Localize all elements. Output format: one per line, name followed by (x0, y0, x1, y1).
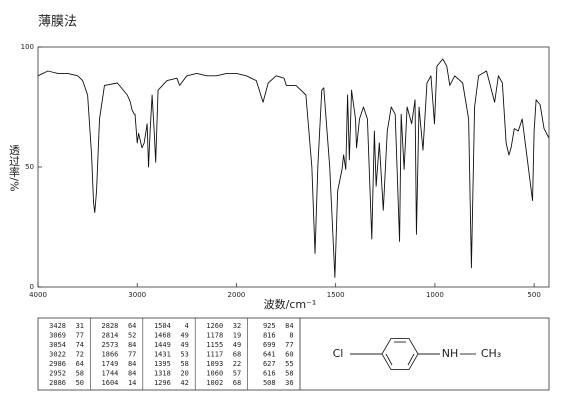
y-tick-label: 100 (21, 43, 34, 51)
wavenumber-cell: 1260 (206, 322, 223, 330)
wavenumber-cell: 1504 (154, 322, 171, 330)
transmittance-cell: 60 (285, 351, 293, 359)
y-axis-label: 透过率/% (8, 144, 21, 191)
wavenumber-cell: 1468 (154, 332, 171, 340)
transmittance-cell: 8 (289, 332, 293, 340)
transmittance-cell: 31 (76, 322, 84, 330)
wavenumber-cell: 816 (263, 332, 276, 340)
wavenumber-cell: 2952 (49, 370, 66, 378)
wavenumber-cell: 3069 (49, 332, 66, 340)
transmittance-cell: 20 (180, 370, 188, 378)
transmittance-cell: 77 (128, 351, 136, 359)
transmittance-cell: 68 (233, 379, 241, 387)
transmittance-cell: 22 (233, 360, 241, 368)
transmittance-cell: 49 (180, 341, 188, 349)
wavenumber-cell: 3428 (49, 322, 66, 330)
wavenumber-cell: 508 (263, 379, 276, 387)
atom-label: CH₃ (481, 347, 501, 360)
transmittance-cell: 77 (76, 332, 84, 340)
wavenumber-cell: 1744 (102, 370, 119, 378)
structure-drawing (350, 337, 476, 371)
wavenumber-cell: 1431 (154, 351, 171, 359)
table-frame (37, 317, 550, 391)
transmittance-cell: 36 (285, 379, 293, 387)
wavenumber-cell: 1449 (154, 341, 171, 349)
wavenumber-cell: 1318 (154, 370, 171, 378)
transmittance-cell: 32 (233, 322, 241, 330)
transmittance-cell: 58 (180, 360, 188, 368)
ring-bond (385, 353, 393, 366)
wavenumber-cell: 627 (263, 360, 276, 368)
transmittance-cell: 49 (180, 332, 188, 340)
y-tick-label: 50 (25, 163, 34, 171)
transmittance-cell: 74 (76, 341, 84, 349)
x-tick-label: 4000 (29, 291, 47, 299)
transmittance-cell: 58 (76, 370, 84, 378)
ring-bond (407, 353, 415, 366)
atom-label: NH (442, 347, 459, 360)
transmittance-cell: 84 (128, 360, 136, 368)
wavenumber-cell: 1117 (206, 351, 223, 359)
wavenumber-cell: 2828 (102, 322, 119, 330)
transmittance-cell: 72 (76, 351, 84, 359)
plot-frame (37, 46, 550, 288)
x-tick-label: 1000 (426, 291, 444, 299)
transmittance-cell: 84 (128, 370, 136, 378)
wavenumber-cell: 3054 (49, 341, 66, 349)
transmittance-cell: 64 (76, 360, 84, 368)
wavenumber-cell: 641 (263, 351, 276, 359)
chart-title: 薄膜法 (38, 15, 77, 30)
transmittance-cell: 77 (285, 341, 293, 349)
wavenumber-cell: 1060 (206, 370, 223, 378)
spectrum-line (37, 58, 550, 278)
wavenumber-cell: 1155 (206, 341, 223, 349)
wavenumber-cell: 925 (263, 322, 276, 330)
wavenumber-cell: 1002 (206, 379, 223, 387)
transmittance-cell: 14 (128, 379, 136, 387)
x-tick-label: 3000 (128, 291, 146, 299)
y-tick-label: 0 (30, 283, 34, 291)
transmittance-cell: 64 (128, 322, 136, 330)
transmittance-cell: 84 (128, 341, 136, 349)
wavenumber-cell: 3022 (49, 351, 66, 359)
transmittance-cell: 55 (285, 360, 293, 368)
wavenumber-cell: 616 (263, 370, 276, 378)
transmittance-cell: 84 (285, 322, 293, 330)
wavenumber-cell: 2986 (49, 360, 66, 368)
wavenumber-cell: 1296 (154, 379, 171, 387)
transmittance-cell: 58 (285, 370, 293, 378)
benzene-ring (381, 337, 419, 371)
wavenumber-cell: 1093 (206, 360, 223, 368)
wavenumber-cell: 2573 (102, 341, 119, 349)
transmittance-cell: 42 (180, 379, 188, 387)
wavenumber-cell: 1866 (102, 351, 119, 359)
x-axis-label: 波数/cm⁻¹ (264, 298, 317, 311)
transmittance-cell: 68 (233, 351, 241, 359)
transmittance-cell: 49 (233, 341, 241, 349)
x-tick-label: 500 (527, 291, 540, 299)
wavenumber-cell: 699 (263, 341, 276, 349)
transmittance-cell: 50 (76, 379, 84, 387)
wavenumber-cell: 1395 (154, 360, 171, 368)
transmittance-cell: 19 (233, 332, 241, 340)
wavenumber-cell: 1178 (206, 332, 223, 340)
x-tick-label: 1500 (327, 291, 345, 299)
x-tick-label: 2000 (228, 291, 246, 299)
wavenumber-cell: 2886 (49, 379, 66, 387)
transmittance-cell: 57 (233, 370, 241, 378)
wavenumber-cell: 2814 (102, 332, 119, 340)
transmittance-cell: 53 (180, 351, 188, 359)
atom-label: Cl (333, 347, 344, 360)
wavenumber-cell: 1749 (102, 360, 119, 368)
transmittance-cell: 52 (128, 332, 136, 340)
transmittance-cell: 4 (185, 322, 189, 330)
wavenumber-cell: 1604 (102, 379, 119, 387)
